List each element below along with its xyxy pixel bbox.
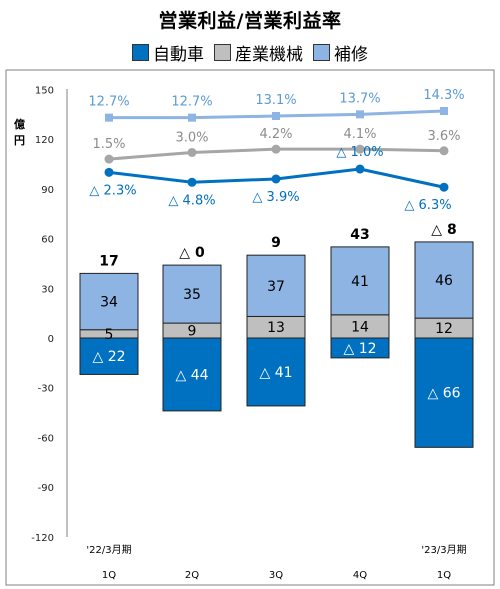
margin-marker-auto — [355, 164, 365, 174]
bar-total-label: 43 — [350, 227, 369, 243]
legend-label-repair: 補修 — [334, 45, 368, 65]
y-tick-label: -60 — [38, 433, 54, 444]
y-tick-label: -120 — [31, 533, 54, 544]
bar-label-industrial: 14 — [351, 319, 369, 335]
y-tick-label: 150 — [35, 86, 54, 97]
chart-title: 営業利益/営業利益率 — [158, 10, 342, 32]
bar-total-label: 9 — [271, 235, 281, 251]
y-tick-label: -90 — [38, 483, 54, 494]
margin-marker-auto — [187, 177, 197, 187]
margin-label-industrial: 4.2% — [259, 127, 292, 142]
y-tick-label: -30 — [38, 384, 54, 395]
margin-label-repair: 12.7% — [88, 95, 129, 110]
bar-label-auto: △ 12 — [343, 341, 376, 357]
bar-group: △ 22 5 34 17 △ 44 9 35 △ 0 △ 41 13 37 9 △ 12 14 41 43 △ … — [79, 222, 474, 448]
y-tick-label: 90 — [41, 185, 54, 196]
y-tick-label: 120 — [35, 135, 54, 146]
bar-label-industrial: 12 — [435, 321, 453, 337]
margin-marker-repair — [188, 113, 196, 122]
bar-segment-repair — [79, 272, 139, 331]
y-tick-group: 150 120 90 60 30 0 -30 -60 -90 -120 — [31, 86, 54, 544]
bar-label-auto: △ 41 — [259, 365, 292, 381]
margin-marker-repair — [272, 112, 280, 121]
bar-segment-repair — [330, 246, 390, 316]
margin-label-auto: △ 6.3% — [404, 198, 451, 213]
x-category-label: 2Q — [185, 570, 199, 581]
margin-label-industrial: 4.1% — [343, 127, 376, 142]
x-period-label: '22/3月期 — [86, 544, 131, 556]
bar-segment-auto — [162, 337, 222, 412]
bar-label-auto: △ 66 — [427, 386, 460, 402]
margin-marker-repair — [105, 113, 113, 122]
y-axis-unit-2: 円 — [14, 134, 25, 147]
x-category-label: 3Q — [269, 570, 283, 581]
bar-label-industrial: 5 — [105, 327, 114, 343]
bar-total-label: 17 — [99, 253, 118, 269]
margin-marker-auto — [104, 167, 114, 177]
margin-label-auto: △ 3.9% — [252, 190, 299, 205]
x-category-label: 4Q — [353, 570, 367, 581]
margin-label-repair: 13.7% — [339, 91, 380, 106]
y-tick-label: 0 — [48, 334, 54, 345]
margin-label-repair: 13.1% — [255, 93, 296, 108]
legend-label-auto: 自動車 — [153, 45, 204, 65]
margin-marker-industrial — [187, 147, 197, 157]
bar-segment-auto — [414, 337, 474, 448]
x-label-group: '22/3月期 1Q 2Q 3Q 4Q '23/3月期 1Q — [86, 544, 466, 581]
x-category-label: 1Q — [102, 570, 116, 581]
bar-label-auto: △ 44 — [175, 367, 208, 383]
margin-marker-industrial — [271, 144, 281, 154]
bar-total-label: △ 8 — [431, 222, 456, 238]
legend-swatch-repair — [313, 44, 330, 61]
bar-segment-repair — [414, 241, 474, 319]
legend-label-industrial: 産業機械 — [235, 45, 303, 65]
margin-marker-auto — [439, 182, 449, 192]
bar-label-repair: 41 — [351, 274, 369, 290]
margin-marker-industrial — [439, 146, 449, 156]
bar-label-industrial: 9 — [188, 324, 197, 340]
bar-label-repair: 34 — [100, 295, 118, 311]
margin-label-repair: 14.3% — [423, 88, 464, 103]
bar-label-auto: △ 22 — [92, 349, 125, 365]
legend-item-auto: 自動車 — [132, 40, 204, 65]
margin-label-auto: △ 4.8% — [168, 193, 215, 208]
legend-item-repair: 補修 — [313, 40, 368, 65]
bar-total-label: △ 0 — [179, 245, 205, 261]
plot-frame — [5, 69, 495, 586]
margin-marker-industrial — [355, 144, 365, 154]
margin-marker-repair — [356, 110, 364, 119]
legend-item-industrial: 産業機械 — [214, 40, 303, 65]
bar-label-repair: 37 — [267, 279, 285, 295]
x-period-label: '23/3月期 — [421, 544, 466, 556]
margin-label-repair: 12.7% — [171, 95, 212, 110]
margin-marker-repair — [440, 107, 448, 116]
bar-label-repair: 46 — [435, 273, 453, 289]
x-category-label: 1Q — [437, 570, 451, 581]
y-tick-label: 60 — [41, 235, 54, 246]
bar-segment-auto — [246, 337, 306, 407]
margin-label-industrial: 3.6% — [427, 129, 460, 144]
legend-swatch-auto — [132, 44, 149, 61]
margin-line-group: 12.7% 12.7% 13.1% 13.7% 14.3% 1.5% 3.0% 4.2% 4.1… — [88, 88, 464, 213]
margin-marker-auto — [271, 174, 281, 184]
bar-label-industrial: 13 — [267, 320, 285, 336]
y-tick-label: 30 — [41, 284, 54, 295]
margin-marker-industrial — [104, 154, 114, 164]
margin-label-industrial: 3.0% — [175, 130, 208, 145]
margin-label-industrial: 1.5% — [92, 137, 125, 152]
margin-label-auto: △ 2.3% — [89, 183, 136, 198]
bar-segment-repair — [246, 254, 306, 317]
margin-label-auto: △ 1.0% — [336, 145, 383, 160]
bar-segment-repair — [162, 264, 222, 324]
legend-swatch-industrial — [214, 44, 231, 61]
legend: 自動車 産業機械 補修 — [0, 40, 500, 65]
y-axis-unit-1: 億 — [14, 117, 25, 131]
bar-label-repair: 35 — [183, 287, 201, 303]
